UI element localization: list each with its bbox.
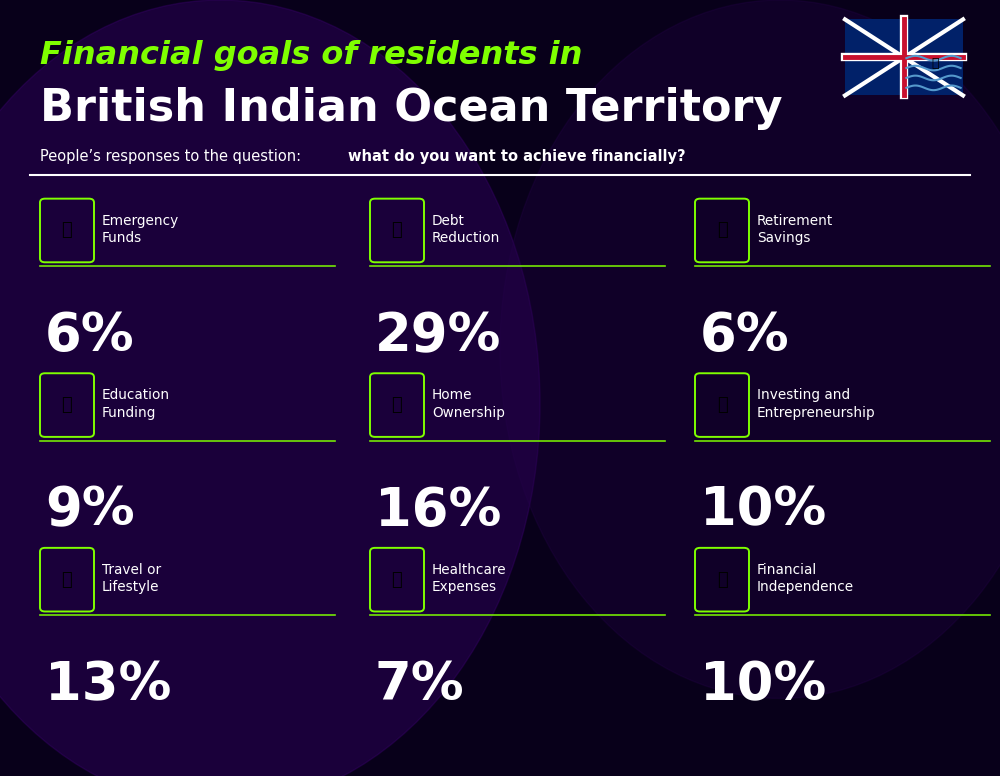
Text: Debt
Reduction: Debt Reduction <box>432 213 500 245</box>
Text: Healthcare
Expenses: Healthcare Expenses <box>432 563 507 594</box>
Text: 🔏: 🔏 <box>717 221 727 240</box>
Text: 10%: 10% <box>700 659 826 712</box>
Text: 13%: 13% <box>45 659 171 712</box>
Ellipse shape <box>0 0 540 776</box>
Text: Financial
Independence: Financial Independence <box>757 563 854 594</box>
Text: 6%: 6% <box>700 310 790 362</box>
Text: Emergency
Funds: Emergency Funds <box>102 213 179 245</box>
Text: 🌴: 🌴 <box>62 570 72 589</box>
Text: People’s responses to the question:: People’s responses to the question: <box>40 149 306 164</box>
Text: 💼: 💼 <box>717 396 727 414</box>
Text: Investing and
Entrepreneurship: Investing and Entrepreneurship <box>757 388 876 420</box>
Text: 7%: 7% <box>375 659 465 712</box>
Text: 10%: 10% <box>700 484 826 537</box>
Text: what do you want to achieve financially?: what do you want to achieve financially? <box>348 149 686 164</box>
Ellipse shape <box>500 0 1000 698</box>
Text: 🎓: 🎓 <box>62 396 72 414</box>
Text: 💓: 💓 <box>392 570 402 589</box>
Text: Travel or
Lifestyle: Travel or Lifestyle <box>102 563 161 594</box>
Text: 🏠: 🏠 <box>392 396 402 414</box>
Text: 6%: 6% <box>45 310 135 362</box>
Text: Education
Funding: Education Funding <box>102 388 170 420</box>
Text: Financial goals of residents in: Financial goals of residents in <box>40 40 582 71</box>
Text: Home
Ownership: Home Ownership <box>432 388 505 420</box>
Text: 🌴: 🌴 <box>931 57 938 70</box>
Text: 🏛: 🏛 <box>392 221 402 240</box>
Text: 29%: 29% <box>375 310 501 362</box>
Bar <box>845 19 963 95</box>
Text: 🐷: 🐷 <box>62 221 72 240</box>
Text: Retirement
Savings: Retirement Savings <box>757 213 833 245</box>
Text: 🏆: 🏆 <box>717 570 727 589</box>
Text: British Indian Ocean Territory: British Indian Ocean Territory <box>40 87 782 130</box>
Text: 9%: 9% <box>45 484 135 537</box>
Text: 16%: 16% <box>375 484 501 537</box>
